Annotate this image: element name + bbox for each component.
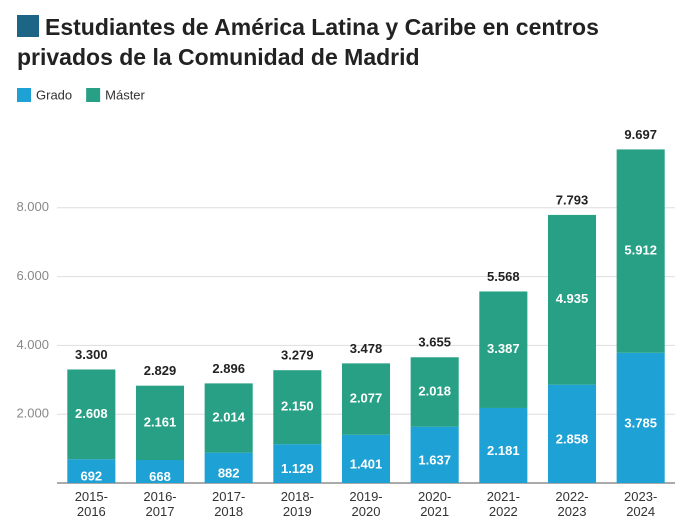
title-icon <box>17 15 39 37</box>
chart-title-box: Estudiantes de América Latina y Caribe e… <box>17 12 657 72</box>
bar-segment <box>273 370 322 445</box>
bar-segment <box>547 214 597 385</box>
x-tick-label: 2017-2018 <box>212 489 246 519</box>
y-tick-label: 4.000 <box>16 337 49 352</box>
x-tick-label: 2018-2019 <box>280 489 314 519</box>
total-label: 3.478 <box>350 341 383 356</box>
segment-label: 5.912 <box>624 243 657 258</box>
x-tick-label: 2021-2022 <box>486 489 520 519</box>
bar-segment <box>67 369 116 460</box>
legend-swatch <box>17 88 31 102</box>
total-label: 3.279 <box>281 348 314 363</box>
bar-segment <box>204 383 253 453</box>
total-label: 3.655 <box>418 335 451 350</box>
segment-label: 668 <box>149 469 171 484</box>
bar-segment <box>204 452 253 483</box>
segment-label: 1.129 <box>281 461 314 476</box>
segment-label: 2.181 <box>487 443 520 458</box>
bar-segment <box>341 363 391 435</box>
bar-segment <box>135 385 185 461</box>
bar-segment <box>616 149 665 353</box>
segment-label: 3.785 <box>624 415 657 430</box>
bar-segment <box>67 459 116 483</box>
x-tick-label: 2019-2020 <box>349 489 383 519</box>
total-label: 7.793 <box>556 192 589 207</box>
x-tick-label: 2020-2021 <box>418 489 452 519</box>
segment-label: 1.401 <box>350 456 383 471</box>
segment-label: 2.018 <box>418 383 451 398</box>
y-tick-label: 8.000 <box>16 199 49 214</box>
segment-label: 2.161 <box>144 414 177 429</box>
legend-swatch <box>86 88 101 102</box>
bar-segment <box>479 291 528 408</box>
bar-segment <box>135 460 185 483</box>
x-tick-label: 2016-2017 <box>143 489 177 519</box>
total-label: 9.697 <box>624 127 657 142</box>
y-tick-label: 2.000 <box>16 406 49 421</box>
segment-label: 3.387 <box>487 341 520 356</box>
total-label: 5.568 <box>487 269 520 284</box>
segment-label: 2.150 <box>281 399 314 414</box>
y-tick-label: 6.000 <box>16 268 49 283</box>
bar-segment <box>410 357 459 427</box>
segment-label: 2.858 <box>556 431 589 446</box>
bar-segment <box>341 434 391 483</box>
total-label: 3.300 <box>75 347 108 362</box>
segment-label: 2.014 <box>212 409 245 424</box>
legend-label: Máster <box>105 87 145 102</box>
x-tick-label: 2023-2024 <box>624 489 658 519</box>
bar-segment <box>410 426 459 483</box>
bar-segment <box>547 384 597 483</box>
x-tick-label: 2022-2023 <box>555 489 589 519</box>
total-label: 2.829 <box>144 363 177 378</box>
segment-label: 2.077 <box>350 391 383 406</box>
chart-title: Estudiantes de América Latina y Caribe e… <box>17 14 599 70</box>
x-tick-label: 2015-2016 <box>74 489 108 519</box>
legend-label: Grado <box>36 87 72 102</box>
segment-label: 692 <box>80 469 102 484</box>
segment-label: 4.935 <box>556 291 589 306</box>
total-label: 2.896 <box>212 361 245 376</box>
bar-segment <box>479 407 528 483</box>
bar-segment <box>273 444 322 483</box>
segment-label: 1.637 <box>418 452 451 467</box>
segment-label: 882 <box>218 465 240 480</box>
bar-segment <box>616 352 665 483</box>
segment-label: 2.608 <box>75 406 108 421</box>
